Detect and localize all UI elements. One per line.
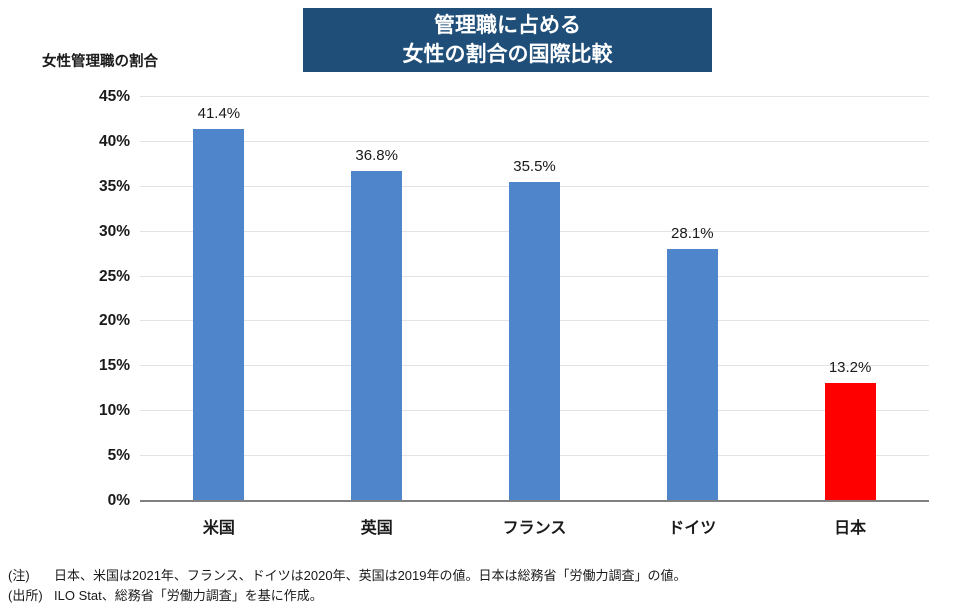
y-tick-label: 0% [107, 492, 130, 509]
y-tick-label: 5% [107, 447, 130, 465]
x-axis-line [140, 500, 929, 502]
note-row: (注) 日本、米国は2021年、フランス、ドイツは2020年、英国は2019年の… [8, 566, 968, 586]
bar-value-label: 36.8% [355, 146, 398, 164]
bar [509, 182, 560, 501]
y-axis-title: 女性管理職の割合 [42, 54, 158, 70]
y-tick-label: 45% [98, 88, 130, 105]
gridline [140, 140, 929, 142]
source-prefix: (出所) [8, 588, 43, 603]
y-tick-label: 30% [98, 222, 130, 240]
y-tick-label: 15% [98, 357, 130, 375]
source-text: ILO Stat、総務省「労働力調査」を基に作成。 [54, 588, 323, 603]
bar-value-label: 13.2% [828, 358, 872, 376]
bar [351, 170, 403, 501]
y-tick-label: 35% [98, 177, 130, 195]
gridline [140, 96, 929, 97]
y-tick-label: 20% [98, 312, 130, 330]
note-prefix: (注) [8, 568, 30, 583]
bar [193, 129, 245, 501]
x-category-label: ドイツ [668, 520, 717, 537]
bar [824, 382, 876, 501]
plot-area: 41.4% 36.8% 35.5% 28.1% 13.2% [140, 96, 929, 502]
bar [666, 248, 718, 501]
y-axis-tick-labels: 0% 5% 10% 15% 20% 25% 30% 35% 40% 45% [0, 88, 130, 509]
x-category-label: 米国 [202, 520, 235, 537]
y-tick-label: 25% [98, 267, 130, 285]
footnotes: (注) 日本、米国は2021年、フランス、ドイツは2020年、英国は2019年の… [8, 566, 968, 606]
y-tick-label: 10% [98, 402, 130, 420]
chart-title-line2: 女性の割合の国際比較 [402, 43, 613, 66]
x-category-label: 英国 [360, 520, 393, 537]
chart-title-line1: 管理職に占める [434, 14, 581, 37]
bar-value-label: 35.5% [513, 158, 556, 176]
chart-title-box: 管理職に占める 女性の割合の国際比較 [303, 8, 712, 72]
x-axis-category-labels: 米国 英国 フランス ドイツ 日本 [140, 514, 929, 538]
y-tick-label: 40% [98, 132, 130, 150]
x-category-label: 日本 [834, 520, 867, 537]
bar-value-label: 28.1% [671, 224, 714, 242]
note-text: 日本、米国は2021年、フランス、ドイツは2020年、英国は2019年の値。日本… [54, 568, 687, 583]
bar-value-label: 41.4% [197, 105, 241, 123]
source-row: (出所) ILO Stat、総務省「労働力調査」を基に作成。 [8, 586, 968, 606]
x-category-label: フランス [502, 520, 567, 537]
